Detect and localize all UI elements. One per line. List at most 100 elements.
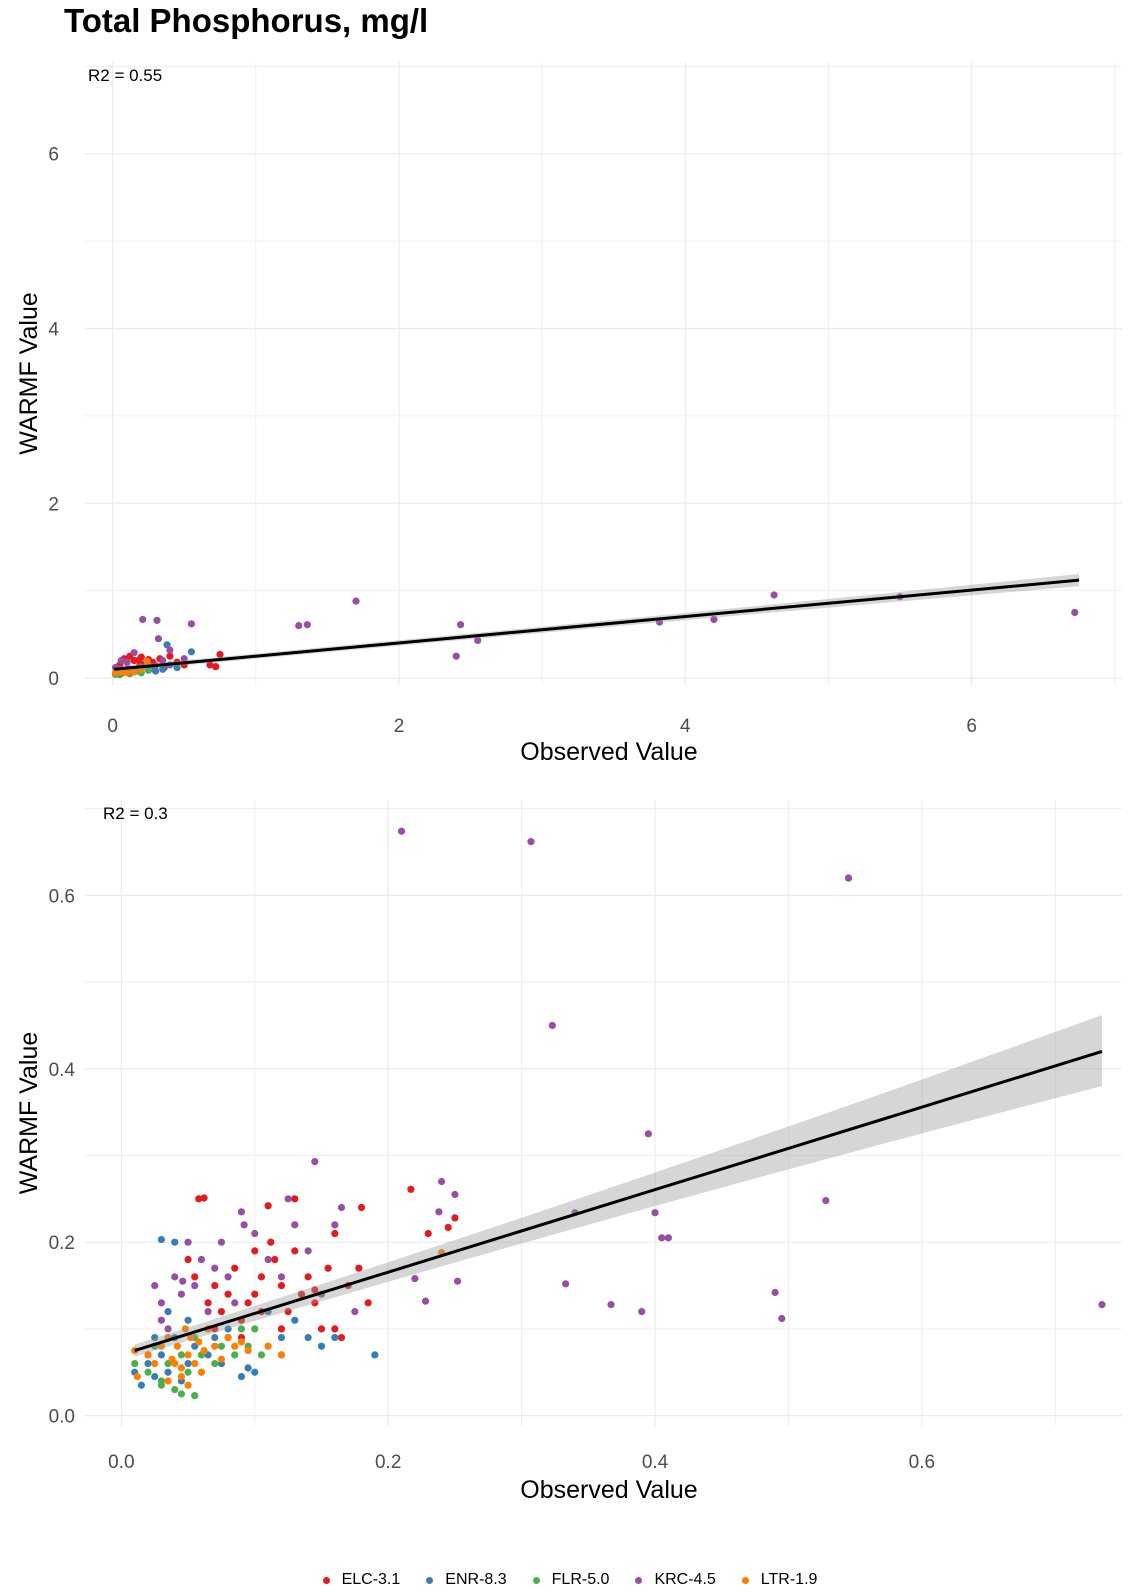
data-point xyxy=(191,1273,199,1281)
data-point xyxy=(171,1359,179,1368)
data-point xyxy=(451,1190,459,1199)
data-point xyxy=(237,1372,246,1381)
x-tick-label: 0.4 xyxy=(642,1452,669,1473)
x-tick-label: 0.6 xyxy=(909,1452,935,1473)
data-point xyxy=(184,1351,192,1359)
data-point xyxy=(355,1264,363,1272)
y-tick-label: 0.6 xyxy=(49,886,75,907)
data-point xyxy=(177,1364,185,1372)
data-point xyxy=(331,1229,339,1238)
data-point xyxy=(337,1203,346,1212)
data-point xyxy=(184,1359,192,1368)
data-point xyxy=(177,1372,185,1381)
data-point xyxy=(251,1290,259,1298)
data-point xyxy=(211,1359,219,1368)
data-point xyxy=(173,1342,181,1350)
x-tick-label: 2 xyxy=(394,716,405,737)
data-point xyxy=(179,1277,187,1285)
data-point xyxy=(159,665,167,673)
data-point xyxy=(195,1338,203,1346)
data-point xyxy=(157,1381,165,1389)
data-point xyxy=(324,1264,332,1272)
data-point xyxy=(607,1301,615,1309)
data-point xyxy=(224,1325,232,1333)
data-point xyxy=(452,652,460,660)
data-point xyxy=(212,663,220,671)
x-axis-title: Observed Value xyxy=(520,738,697,766)
data-point xyxy=(154,635,163,643)
data-point xyxy=(291,1221,299,1229)
data-point xyxy=(257,1273,266,1281)
data-point xyxy=(164,1325,172,1333)
data-point xyxy=(195,1195,203,1203)
data-point xyxy=(177,1351,185,1359)
series-krc-4-5 xyxy=(111,591,1079,673)
data-point xyxy=(331,1333,339,1342)
data-point xyxy=(151,1281,159,1290)
data-point xyxy=(771,1288,779,1297)
data-point xyxy=(166,652,174,660)
data-point xyxy=(237,1325,246,1333)
data-point xyxy=(411,1275,419,1283)
data-point xyxy=(200,1194,208,1202)
x-tick-label: 0 xyxy=(107,716,118,737)
data-point xyxy=(424,1229,432,1238)
data-point xyxy=(231,1351,239,1359)
data-point xyxy=(184,1368,192,1376)
data-point xyxy=(191,1281,199,1290)
data-point xyxy=(177,1290,185,1298)
legend-item: ENR-8.3 xyxy=(426,1571,507,1589)
y-tick-label: 6 xyxy=(48,145,59,166)
data-point xyxy=(352,597,360,605)
data-point xyxy=(144,1351,152,1359)
legend-label: ELC-3.1 xyxy=(341,1571,401,1588)
data-point xyxy=(184,1316,192,1324)
data-point xyxy=(277,1273,286,1281)
data-point xyxy=(664,1234,672,1242)
data-point xyxy=(139,615,147,624)
data-point xyxy=(297,1290,306,1298)
data-point xyxy=(311,1299,319,1307)
data-point xyxy=(1071,608,1079,617)
data-point xyxy=(224,1273,232,1281)
data-point xyxy=(143,657,151,666)
data-point xyxy=(164,1377,172,1385)
data-point xyxy=(117,656,125,665)
data-point xyxy=(216,650,224,659)
data-point xyxy=(184,1255,192,1264)
data-point xyxy=(166,646,174,654)
data-point xyxy=(231,1264,239,1272)
legend-marker xyxy=(741,1576,749,1584)
data-point xyxy=(164,1368,172,1376)
data-point xyxy=(217,1238,226,1246)
data-point xyxy=(291,1316,299,1324)
data-point xyxy=(651,1209,659,1217)
data-point xyxy=(123,658,131,666)
data-point xyxy=(264,1202,272,1210)
data-point xyxy=(164,1307,172,1316)
data-point xyxy=(277,1351,286,1359)
legend-item: FLR-5.0 xyxy=(532,1571,609,1589)
data-point xyxy=(151,1333,159,1342)
data-point xyxy=(177,1390,185,1398)
data-point xyxy=(244,1364,252,1372)
data-point xyxy=(317,1325,326,1333)
y-tick-label: 0.0 xyxy=(49,1407,75,1428)
data-point xyxy=(200,1346,208,1355)
x-tick-label: 6 xyxy=(966,716,977,737)
legend-marker xyxy=(532,1576,540,1584)
data-point xyxy=(277,1281,286,1290)
series-elc-3-1 xyxy=(184,1185,459,1342)
data-point xyxy=(240,1221,248,1229)
data-point xyxy=(453,1277,462,1285)
data-point xyxy=(304,1333,312,1342)
data-point xyxy=(311,1157,319,1166)
data-point xyxy=(277,1325,286,1333)
data-point xyxy=(187,648,195,656)
data-point xyxy=(277,1333,286,1342)
y-axis-title: WARMF Value xyxy=(15,292,43,455)
data-point xyxy=(224,1290,232,1298)
scatter-plot-bottom: 0.0 0.2 0.4 0.6 0.0 0.2 0.4 0.6 Observed Value WA… xyxy=(15,800,1122,1504)
data-point xyxy=(291,1195,299,1203)
data-point xyxy=(351,1307,359,1316)
